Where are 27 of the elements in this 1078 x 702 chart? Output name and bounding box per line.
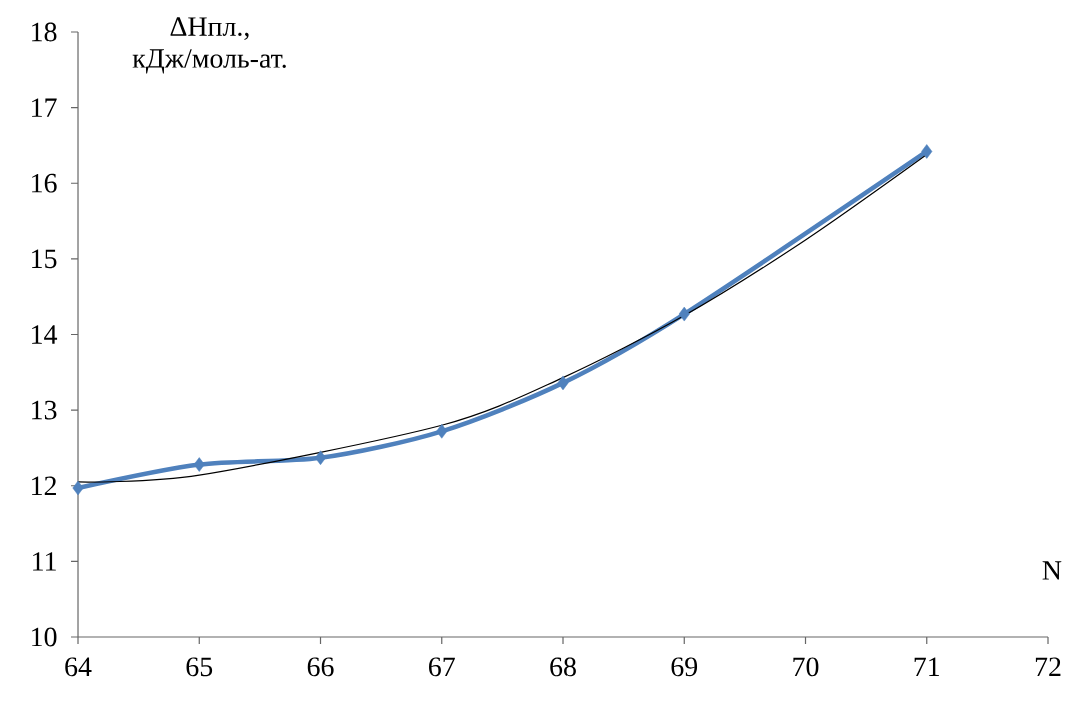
- x-tick-label: 65: [186, 657, 213, 677]
- y-tick-label: 10: [32, 627, 57, 647]
- x-tick-label: 67: [429, 657, 455, 677]
- x-tick-label: 70: [793, 657, 819, 677]
- y-tick-label: 18: [32, 22, 57, 42]
- y-tick-label: 12: [32, 476, 56, 495]
- y-tick-label: 17: [32, 98, 57, 117]
- x-tick-label: 68: [550, 657, 576, 677]
- x-axis-title: N: [1042, 561, 1062, 580]
- y-axis-title: ΔHпл., кДж/моль-ат.: [132, 17, 286, 74]
- point: [315, 450, 327, 465]
- y-tick-label: 14: [32, 325, 58, 344]
- y-tick-label: 16: [32, 173, 57, 193]
- y-tick-label: 13: [32, 400, 57, 420]
- point: [921, 144, 933, 159]
- x-tick-label: 69: [671, 657, 698, 677]
- x-tick-label: 64: [65, 657, 92, 677]
- y-tick-label: 11: [33, 552, 56, 571]
- x-tick-label: 72: [1035, 657, 1061, 676]
- x-tick-label: 71: [914, 657, 940, 676]
- x-tick-label: 66: [307, 657, 334, 677]
- point: [678, 306, 690, 322]
- point: [193, 457, 205, 472]
- point: [72, 480, 84, 496]
- point: [557, 375, 569, 391]
- y-tick-label: 15: [32, 249, 57, 269]
- point: [436, 424, 448, 439]
